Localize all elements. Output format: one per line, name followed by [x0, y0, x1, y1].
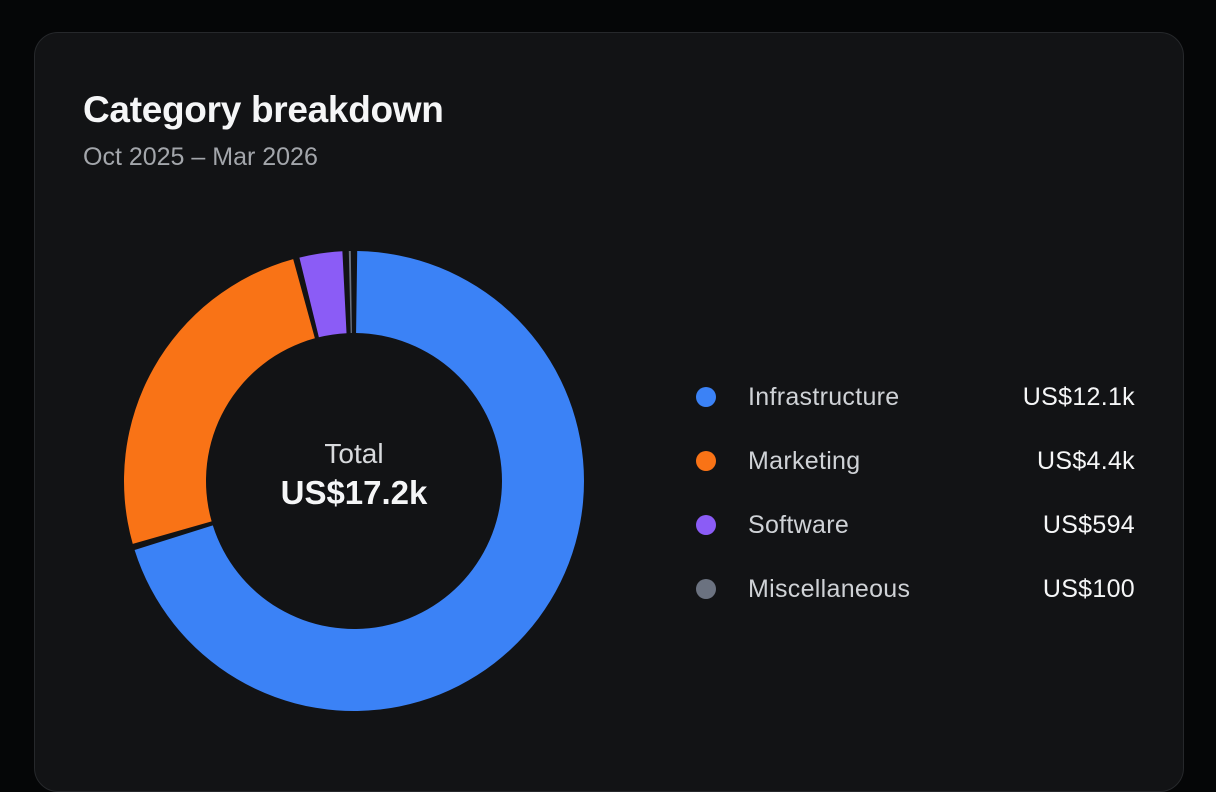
donut-slice-marketing[interactable]: [124, 259, 315, 544]
legend-label: Miscellaneous: [748, 574, 911, 603]
card-title: Category breakdown: [83, 89, 444, 130]
total-label: Total: [324, 438, 384, 469]
legend-swatch: [696, 579, 716, 599]
legend-value: US$100: [1042, 574, 1135, 603]
legend-label: Software: [748, 510, 850, 539]
legend-swatch: [696, 515, 716, 535]
donut-center: Total US$17.2k: [224, 438, 484, 512]
category-breakdown-card: Category breakdown Oct 2025 – Mar 2026 T…: [34, 32, 1184, 792]
card-subtitle: Oct 2025 – Mar 2026: [83, 143, 318, 171]
legend: Infrastructure US$12.1k Marketing US$4.4…: [695, 365, 1135, 621]
donut-slice-infrastructure[interactable]: [134, 251, 584, 712]
legend-item[interactable]: Infrastructure US$12.1k: [695, 365, 1135, 429]
legend-item[interactable]: Marketing US$4.4k: [695, 429, 1135, 493]
legend-label: Marketing: [748, 446, 861, 475]
legend-value: US$4.4k: [1037, 446, 1135, 475]
legend-swatch: [696, 387, 716, 407]
total-value: US$17.2k: [280, 474, 428, 511]
legend-value: US$594: [1042, 510, 1135, 539]
legend-item[interactable]: Miscellaneous US$100: [695, 557, 1135, 621]
donut-chart: [124, 251, 584, 712]
donut-slice-software[interactable]: [299, 251, 347, 338]
legend-item[interactable]: Software US$594: [695, 493, 1135, 557]
donut-slice-miscellaneous[interactable]: [348, 251, 352, 334]
legend-label: Infrastructure: [748, 382, 900, 411]
legend-swatch: [696, 451, 716, 471]
legend-value: US$12.1k: [1022, 382, 1135, 411]
